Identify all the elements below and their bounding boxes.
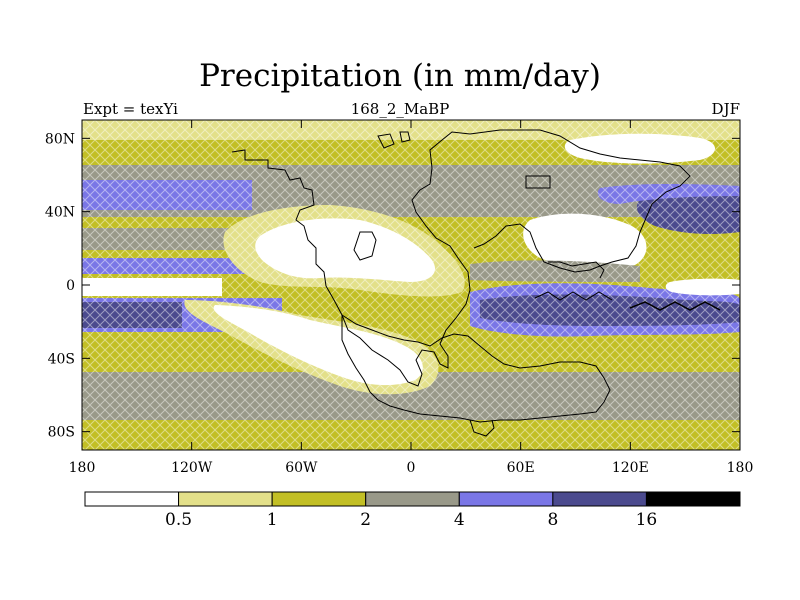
- y-tick-label: 80S: [48, 425, 75, 441]
- x-tick-label: 180: [69, 460, 96, 476]
- chart-title: Precipitation (in mm/day): [199, 58, 601, 94]
- case-label: 168_2_MaBP: [350, 100, 450, 118]
- colorbar-label: 8: [547, 510, 558, 530]
- x-tick-label: 180: [727, 460, 754, 476]
- x-tick-label: 60W: [285, 460, 318, 476]
- coastline-europe-islands: [353, 231, 377, 261]
- colorbar-label: 0.5: [165, 510, 192, 530]
- coastlines: [231, 129, 691, 437]
- coastline-gondwana: [341, 314, 611, 423]
- coastline-laurasia: [231, 129, 691, 387]
- coastline-north-islands: [377, 131, 411, 149]
- y-axis: 80N 40N 0 40S 80S: [45, 131, 740, 441]
- colorbar-swatch: [552, 491, 647, 507]
- x-tick-label: 120E: [612, 460, 649, 476]
- field-hatching: [82, 120, 740, 450]
- experiment-label: Expt = texYi: [83, 100, 178, 118]
- y-tick-label: 0: [66, 278, 75, 294]
- x-tick-label: 120W: [171, 460, 213, 476]
- colorbar-swatch: [645, 491, 741, 507]
- map-field: [82, 120, 740, 450]
- colorbar-label: 1: [267, 510, 278, 530]
- colorbar-label: 2: [360, 510, 371, 530]
- x-axis: 180 120W 60W 0 60E 120E 180: [69, 120, 754, 476]
- colorbar-swatch: [178, 491, 273, 507]
- colorbar-label: 16: [636, 510, 658, 530]
- coastline-antarctic-arm: [469, 419, 495, 437]
- contour-16-central: [534, 291, 613, 301]
- coastline-east-asia: [548, 261, 605, 279]
- season-label: DJF: [711, 100, 740, 118]
- coastline-arctic-island: [525, 175, 551, 189]
- x-tick-label: 60E: [507, 460, 535, 476]
- colorbar: 0.5 1 2 4 8 16: [84, 491, 741, 530]
- y-tick-label: 80N: [45, 131, 75, 147]
- colorbar-label: 4: [454, 510, 465, 530]
- colorbar-swatch: [84, 491, 180, 507]
- colorbar-swatch: [458, 491, 554, 507]
- y-tick-label: 40N: [45, 205, 75, 221]
- y-tick-label: 40S: [48, 351, 75, 367]
- x-tick-label: 0: [407, 460, 416, 476]
- colorbar-swatch: [365, 491, 460, 507]
- contour-16-east: [629, 301, 721, 311]
- colorbar-swatch: [271, 491, 367, 507]
